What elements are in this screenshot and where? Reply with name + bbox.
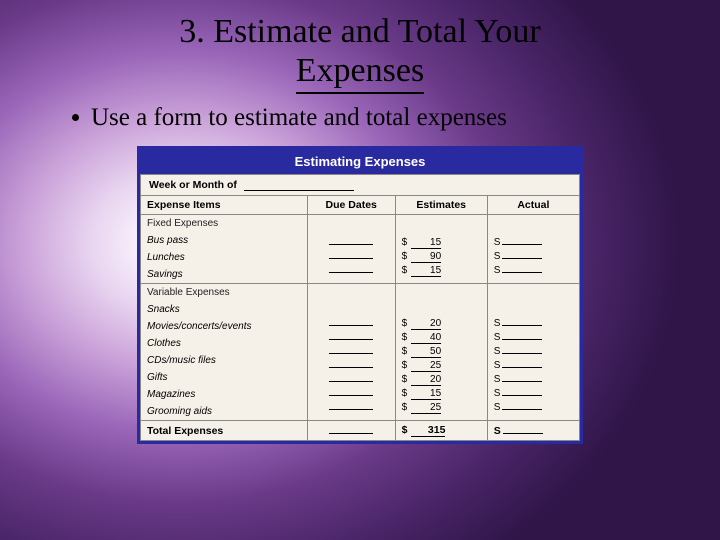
est-value: 90 [411,251,441,263]
act-blank [502,325,542,326]
due-blank [329,395,373,396]
due-blank [329,353,373,354]
due-blank [329,272,373,273]
item-label: Lunches [141,249,308,266]
title-line-2: Expenses [296,51,424,94]
act-col: SSS [487,215,579,284]
act-currency: S [494,346,501,357]
column-headers: Expense Items Due Dates Estimates Actual [141,196,580,215]
total-est-currency: $ [402,424,408,436]
act-blank [502,381,542,382]
est-currency: $ [402,388,408,399]
est-currency: $ [402,265,408,276]
head-due: Due Dates [307,196,395,215]
act-blank [502,272,542,273]
est-value: 25 [411,402,441,414]
item-label: Bus pass [141,232,308,249]
item-label: Grooming aids [141,403,308,421]
act-currency: S [494,402,501,413]
act-currency: S [494,332,501,343]
act-blank [502,353,542,354]
est-currency: $ [402,318,408,329]
total-row: Total Expenses $315 S [141,421,580,441]
total-act-currency: S [494,425,501,437]
item-label: Magazines [141,386,308,403]
fixed-header-row: Fixed Expenses$15$90$15SSS [141,215,580,233]
act-blank [502,339,542,340]
due-blank [329,258,373,259]
est-value: 15 [411,388,441,400]
est-value: 15 [411,237,441,249]
est-value: 40 [411,332,441,344]
act-currency: S [494,318,501,329]
due-blank [329,325,373,326]
title-line-1: 3. Estimate and Total Your [179,13,541,50]
item-label: Clothes [141,335,308,352]
est-value: 50 [411,346,441,358]
est-currency: $ [402,402,408,413]
item-label: Savings [141,266,308,284]
week-label: Week or Month of [149,179,237,191]
expense-table: Week or Month of Expense Items Due Dates… [140,174,580,441]
variable-label: Variable Expenses [141,284,308,302]
est-currency: $ [402,237,408,248]
est-col: $15$90$15 [395,215,487,284]
total-est-value: 315 [411,424,445,437]
act-currency: S [494,265,501,276]
bullet-icon [72,114,79,121]
est-currency: $ [402,374,408,385]
due-col [307,215,395,284]
bullet-row: Use a form to estimate and total expense… [0,94,720,132]
item-label: CDs/music files [141,352,308,369]
act-col: SSSSSSS [487,284,579,421]
slide-content: 3. Estimate and Total Your Expenses Use … [0,0,720,540]
act-currency: S [494,388,501,399]
due-blank [329,409,373,410]
form-header: Estimating Expenses [140,149,580,174]
head-items: Expense Items [141,196,308,215]
head-act: Actual [487,196,579,215]
due-col [307,284,395,421]
week-blank [244,190,354,191]
est-col: $20$40$50$25$20$15$25 [395,284,487,421]
item-label: Gifts [141,369,308,386]
act-currency: S [494,251,501,262]
est-currency: $ [402,332,408,343]
item-label: Movies/concerts/events [141,318,308,335]
due-blank [329,381,373,382]
est-currency: $ [402,346,408,357]
due-blank [329,339,373,340]
act-blank [502,258,542,259]
due-blank [329,244,373,245]
act-currency: S [494,360,501,371]
bullet-text: Use a form to estimate and total expense… [91,104,507,131]
total-act-blank [503,433,543,434]
due-blank [329,367,373,368]
variable-header-row: Variable Expenses$20$40$50$25$20$15$25SS… [141,284,580,302]
item-label: Snacks [141,301,308,318]
slide-title: 3. Estimate and Total Your Expenses [0,0,720,94]
act-currency: S [494,237,501,248]
act-blank [502,244,542,245]
total-label: Total Expenses [147,425,223,437]
est-value: 15 [411,265,441,277]
week-row: Week or Month of [141,175,580,196]
act-blank [502,367,542,368]
head-est: Estimates [395,196,487,215]
fixed-label: Fixed Expenses [141,215,308,233]
act-currency: S [494,374,501,385]
total-due-blank [329,433,373,434]
est-value: 20 [411,374,441,386]
expense-form: Estimating Expenses Week or Month of Exp… [137,146,583,444]
est-currency: $ [402,251,408,262]
est-value: 25 [411,360,441,372]
est-currency: $ [402,360,408,371]
act-blank [502,395,542,396]
act-blank [502,409,542,410]
est-value: 20 [411,318,441,330]
